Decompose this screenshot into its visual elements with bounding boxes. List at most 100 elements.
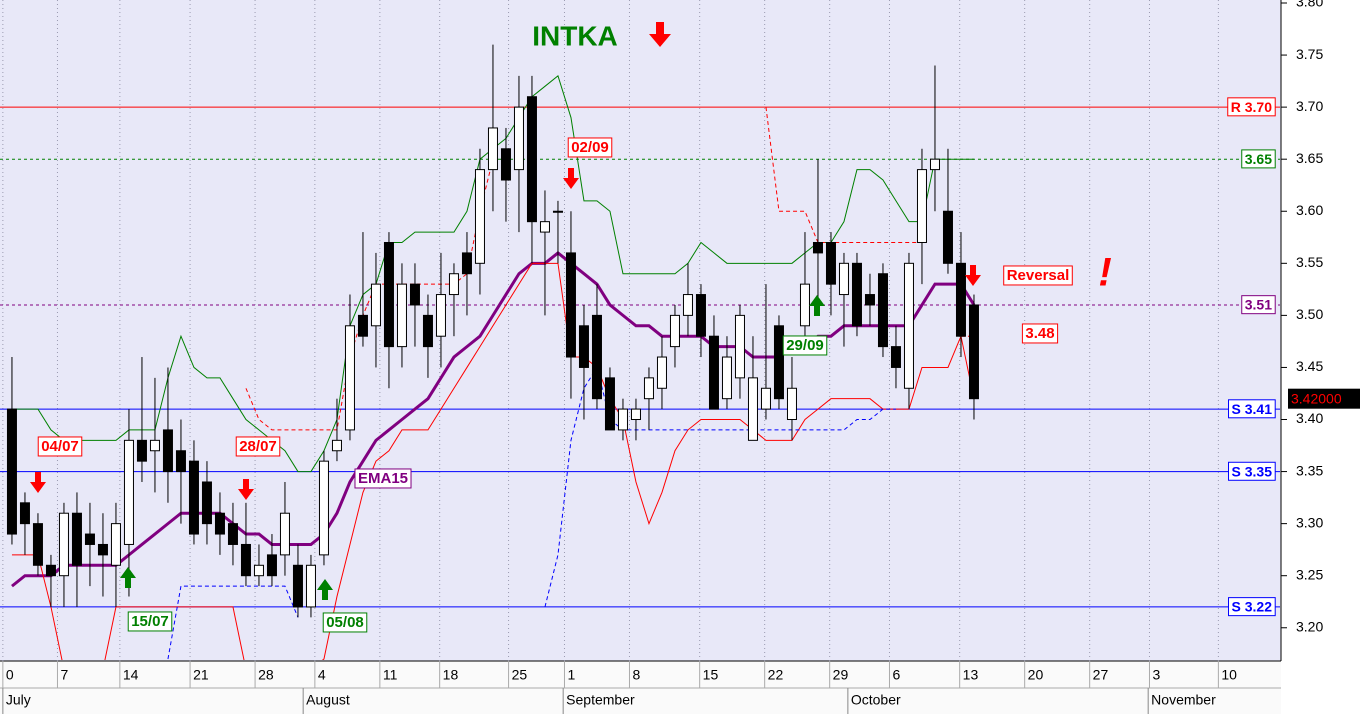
- y-tick-label: 3.80: [1296, 0, 1323, 10]
- candle-body: [942, 210, 953, 264]
- candle-body: [123, 439, 134, 545]
- x-tick-label: 1: [567, 667, 575, 683]
- candle-body: [760, 387, 771, 410]
- x-tick-label: 15: [703, 667, 719, 683]
- candle-body: [578, 325, 589, 368]
- series-line: [11, 262, 975, 660]
- x-tick-label: 22: [768, 667, 784, 683]
- level-label: S 3.41: [1232, 401, 1273, 417]
- annotation: EMA15: [358, 470, 408, 487]
- label-box: [1241, 149, 1276, 169]
- candle-body: [591, 314, 602, 400]
- level-label: 3.65: [1245, 151, 1272, 167]
- down-arrow: [649, 22, 671, 47]
- candle-body: [461, 252, 472, 275]
- label-box: [354, 468, 412, 489]
- candle-body: [916, 169, 927, 243]
- candle-body: [682, 294, 693, 316]
- candle-body: [110, 523, 121, 566]
- annotation: 04/07: [41, 438, 79, 455]
- month-label: November: [1151, 692, 1216, 708]
- candle-body: [162, 429, 173, 473]
- x-tick-label: 28: [258, 667, 274, 683]
- candle-body: [292, 564, 303, 608]
- candle-body: [201, 481, 212, 525]
- candle-body: [630, 408, 641, 421]
- month-label: September: [566, 692, 635, 708]
- candle-body: [695, 294, 706, 337]
- y-tick-label: 3.50: [1296, 306, 1323, 322]
- candle-body: [318, 460, 329, 556]
- y-tick-label: 3.75: [1296, 46, 1323, 62]
- annotation: 05/08: [326, 614, 364, 631]
- y-tick-label: 3.45: [1296, 358, 1323, 374]
- candle-body: [71, 512, 82, 566]
- y-tick-label: 3.60: [1296, 202, 1323, 218]
- level-label: S 3.35: [1232, 463, 1273, 479]
- label-box: [37, 436, 83, 457]
- up-arrow: [809, 295, 825, 316]
- down-arrow: [30, 472, 46, 493]
- annotation: 29/09: [786, 337, 824, 354]
- series-line: [167, 366, 896, 660]
- label-box: [567, 137, 613, 158]
- candle-body: [383, 241, 394, 348]
- x-tick-label: 10: [1221, 667, 1237, 683]
- label-box: [1003, 265, 1073, 286]
- y-axis-background: [1281, 0, 1360, 714]
- candle-body: [487, 127, 498, 171]
- candle-body: [734, 314, 745, 379]
- x-tick-label: 20: [1028, 667, 1044, 683]
- annotation: 28/07: [239, 438, 277, 455]
- x-tick-label: 21: [193, 667, 209, 683]
- candle-body: [955, 262, 966, 337]
- candle-body: [435, 294, 446, 337]
- candle-body: [500, 148, 511, 181]
- candle-body: [422, 314, 433, 348]
- candle-body: [799, 283, 810, 327]
- candle-body: [656, 356, 667, 389]
- x-tick-label: 27: [1093, 667, 1109, 683]
- y-tick-label: 3.25: [1296, 566, 1323, 582]
- candle-body: [357, 314, 368, 337]
- candle-body: [149, 439, 160, 452]
- candle-body: [604, 377, 615, 431]
- candle-body: [188, 460, 199, 535]
- last-price-label: 3.42000: [1291, 390, 1342, 406]
- candle-body: [253, 564, 264, 577]
- candle-body: [526, 96, 537, 223]
- y-tick-label: 3.35: [1296, 462, 1323, 478]
- candle-body: [747, 377, 758, 441]
- annotation: 3.48: [1025, 325, 1054, 342]
- candle-body: [19, 502, 30, 525]
- annotation: Reversal: [1007, 267, 1070, 284]
- candle-body: [58, 512, 69, 577]
- candle-body: [903, 262, 914, 389]
- candle-body: [6, 408, 17, 535]
- x-tick-label: 3: [1152, 667, 1160, 683]
- candle-body: [968, 304, 979, 400]
- annotation: 02/09: [571, 139, 609, 156]
- label-box: [1228, 597, 1276, 617]
- candle-body: [669, 314, 680, 348]
- candle-body: [214, 512, 225, 535]
- candle-body: [890, 346, 901, 368]
- level-label: 3.51: [1245, 297, 1272, 313]
- y-tick-label: 3.70: [1296, 98, 1323, 114]
- annotation: 15/07: [131, 613, 169, 630]
- up-arrow: [120, 567, 136, 588]
- candle-body: [279, 512, 290, 556]
- candle-body: [565, 252, 576, 358]
- x-tick-label: 29: [833, 667, 849, 683]
- down-arrow: [238, 479, 254, 500]
- candle-body: [864, 294, 875, 306]
- x-tick-label: 7: [60, 667, 68, 683]
- up-arrow: [317, 579, 333, 600]
- candle-body: [32, 523, 43, 566]
- candle-body: [552, 210, 563, 213]
- candle-body: [266, 554, 277, 577]
- x-tick-label: 6: [892, 667, 900, 683]
- candle-body: [877, 273, 888, 348]
